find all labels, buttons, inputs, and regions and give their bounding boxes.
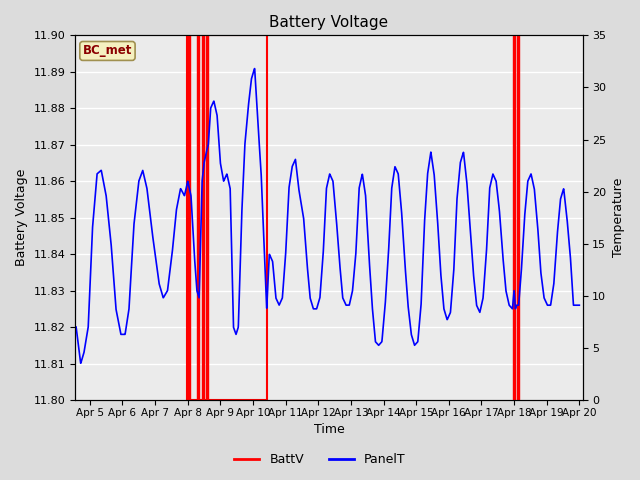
Text: BC_met: BC_met	[83, 45, 132, 58]
Bar	[187, 36, 189, 400]
Bar	[197, 36, 199, 400]
Bar	[516, 36, 518, 400]
Bar	[187, 36, 267, 400]
Bar	[206, 36, 208, 400]
X-axis label: Time: Time	[314, 423, 344, 436]
Title: Battery Voltage: Battery Voltage	[269, 15, 388, 30]
Y-axis label: Temperature: Temperature	[612, 178, 625, 257]
Y-axis label: Battery Voltage: Battery Voltage	[15, 169, 28, 266]
Legend: BattV, PanelT: BattV, PanelT	[229, 448, 411, 471]
Bar	[202, 36, 204, 400]
Bar	[513, 36, 515, 400]
